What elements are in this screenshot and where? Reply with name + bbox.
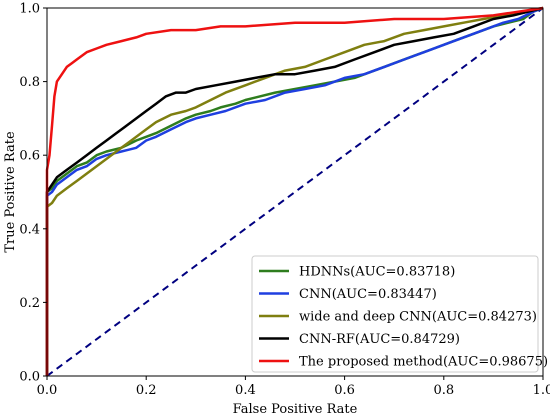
y-tick-label: 0.4: [19, 222, 40, 237]
y-tick-label: 0.0: [19, 370, 40, 385]
y-tick-label: 0.8: [19, 75, 40, 90]
x-tick-label: 0.0: [37, 383, 58, 398]
legend-label-5: The proposed method(AUC=0.98675): [299, 355, 548, 370]
legend-label-2: CNN(AUC=0.83447): [299, 287, 437, 302]
legend-label-3: wide and deep CNN(AUC=0.84273): [299, 310, 537, 325]
series-line-5: [45, 6, 544, 376]
legend-frame: [251, 255, 539, 373]
series-line-4: [45, 6, 544, 376]
x-tick-label: 1.0: [533, 383, 550, 398]
legend-label-1: HDNNs(AUC=0.83718): [299, 265, 455, 280]
y-tick-label: 1.0: [19, 2, 40, 17]
x-tick-label: 0.4: [235, 383, 256, 398]
x-tick-label: 0.6: [334, 383, 355, 398]
plot-area-frame: [46, 7, 544, 377]
diagonal-reference-line: [46, 7, 544, 377]
legend-label-4: CNN-RF(AUC=0.84729): [299, 332, 460, 347]
series-line-2: [45, 6, 544, 376]
y-tick-label: 0.2: [19, 296, 40, 311]
x-tick-label: 0.2: [136, 383, 157, 398]
legend: HDNNs(AUC=0.83718) CNN(AUC=0.83447) wide a…: [251, 255, 548, 373]
y-tick-label: 0.6: [19, 149, 40, 164]
x-tick-label: 0.8: [433, 383, 454, 398]
x-axis-label: False Positive Rate: [233, 402, 358, 417]
y-axis-label: True Positive Rate: [3, 131, 18, 253]
series-line-3: [45, 6, 544, 376]
